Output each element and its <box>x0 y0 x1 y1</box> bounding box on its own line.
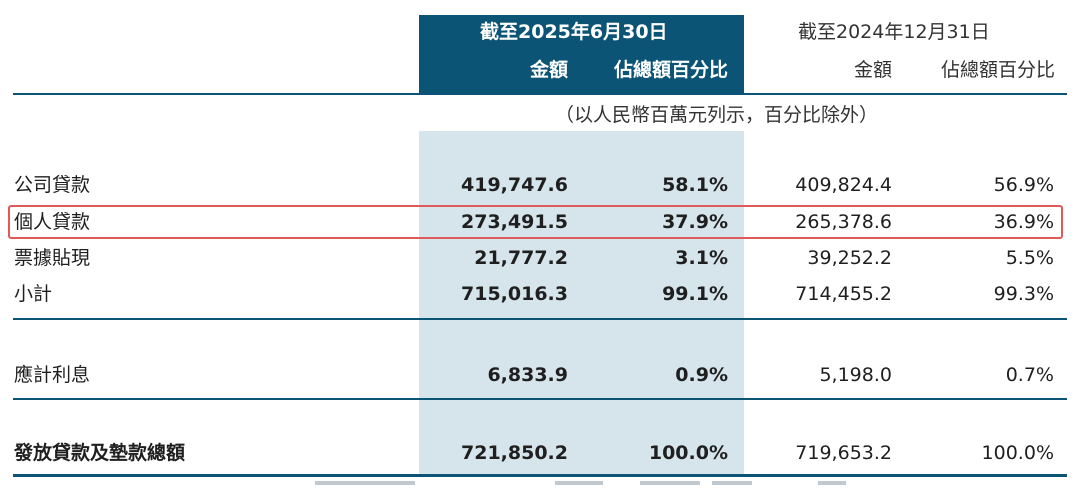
row-cur-pct: 100.0% <box>648 442 728 464</box>
header-rule <box>13 93 1067 95</box>
row-prev-amount: 714,455.2 <box>795 283 892 305</box>
cropped-text-residue <box>555 481 603 485</box>
current-period-column-shade <box>419 131 744 476</box>
row-cur-amount: 721,850.2 <box>461 442 568 464</box>
prior-amount-header: 金額 <box>853 59 892 81</box>
row-prev-pct: 100.0% <box>981 442 1054 464</box>
interest-rule <box>13 398 1067 400</box>
row-label: 小計 <box>14 283 53 305</box>
prior-pct-header: 佔總額百分比 <box>940 59 1055 81</box>
prior-period-title: 截至2024年12月31日 <box>798 21 990 43</box>
current-pct-header: 佔總額百分比 <box>613 59 728 81</box>
row-prev-amount: 39,252.2 <box>807 247 892 269</box>
row-label-total: 發放貸款及墊款總額 <box>14 442 186 464</box>
row-prev-pct: 99.3% <box>993 283 1054 305</box>
row-label: 票據貼現 <box>14 247 91 269</box>
unit-note: （以人民幣百萬元列示，百分比除外） <box>555 104 879 126</box>
cropped-text-residue <box>315 481 415 485</box>
row-cur-pct: 37.9% <box>662 211 728 233</box>
row-prev-amount: 719,653.2 <box>795 442 892 464</box>
row-prev-amount: 409,824.4 <box>795 174 892 196</box>
row-label: 個人貸款 <box>14 211 91 233</box>
cropped-text-residue <box>712 481 752 485</box>
row-cur-amount: 715,016.3 <box>461 283 568 305</box>
row-cur-amount: 273,491.5 <box>461 211 568 233</box>
current-period-header-bg <box>419 15 744 94</box>
row-prev-pct: 5.5% <box>1005 247 1054 269</box>
row-cur-amount: 21,777.2 <box>474 247 568 269</box>
row-cur-pct: 3.1% <box>675 247 728 269</box>
row-cur-amount: 419,747.6 <box>461 174 568 196</box>
row-prev-amount: 5,198.0 <box>819 364 892 386</box>
row-cur-amount: 6,833.9 <box>487 364 568 386</box>
row-label: 公司貸款 <box>14 174 91 196</box>
current-amount-header: 金額 <box>529 59 568 81</box>
personal-loans-highlight <box>8 205 1063 239</box>
row-prev-amount: 265,378.6 <box>795 211 892 233</box>
current-period-title: 截至2025年6月30日 <box>480 21 668 43</box>
row-prev-pct: 56.9% <box>993 174 1054 196</box>
total-rule <box>13 474 1067 477</box>
subtotal-rule <box>13 318 1067 320</box>
cropped-text-residue <box>818 481 846 485</box>
row-cur-pct: 0.9% <box>675 364 728 386</box>
row-label: 應計利息 <box>14 364 91 386</box>
row-prev-pct: 36.9% <box>993 211 1054 233</box>
row-cur-pct: 99.1% <box>662 283 728 305</box>
row-prev-pct: 0.7% <box>1005 364 1054 386</box>
row-cur-pct: 58.1% <box>662 174 728 196</box>
cropped-text-residue <box>640 481 700 485</box>
